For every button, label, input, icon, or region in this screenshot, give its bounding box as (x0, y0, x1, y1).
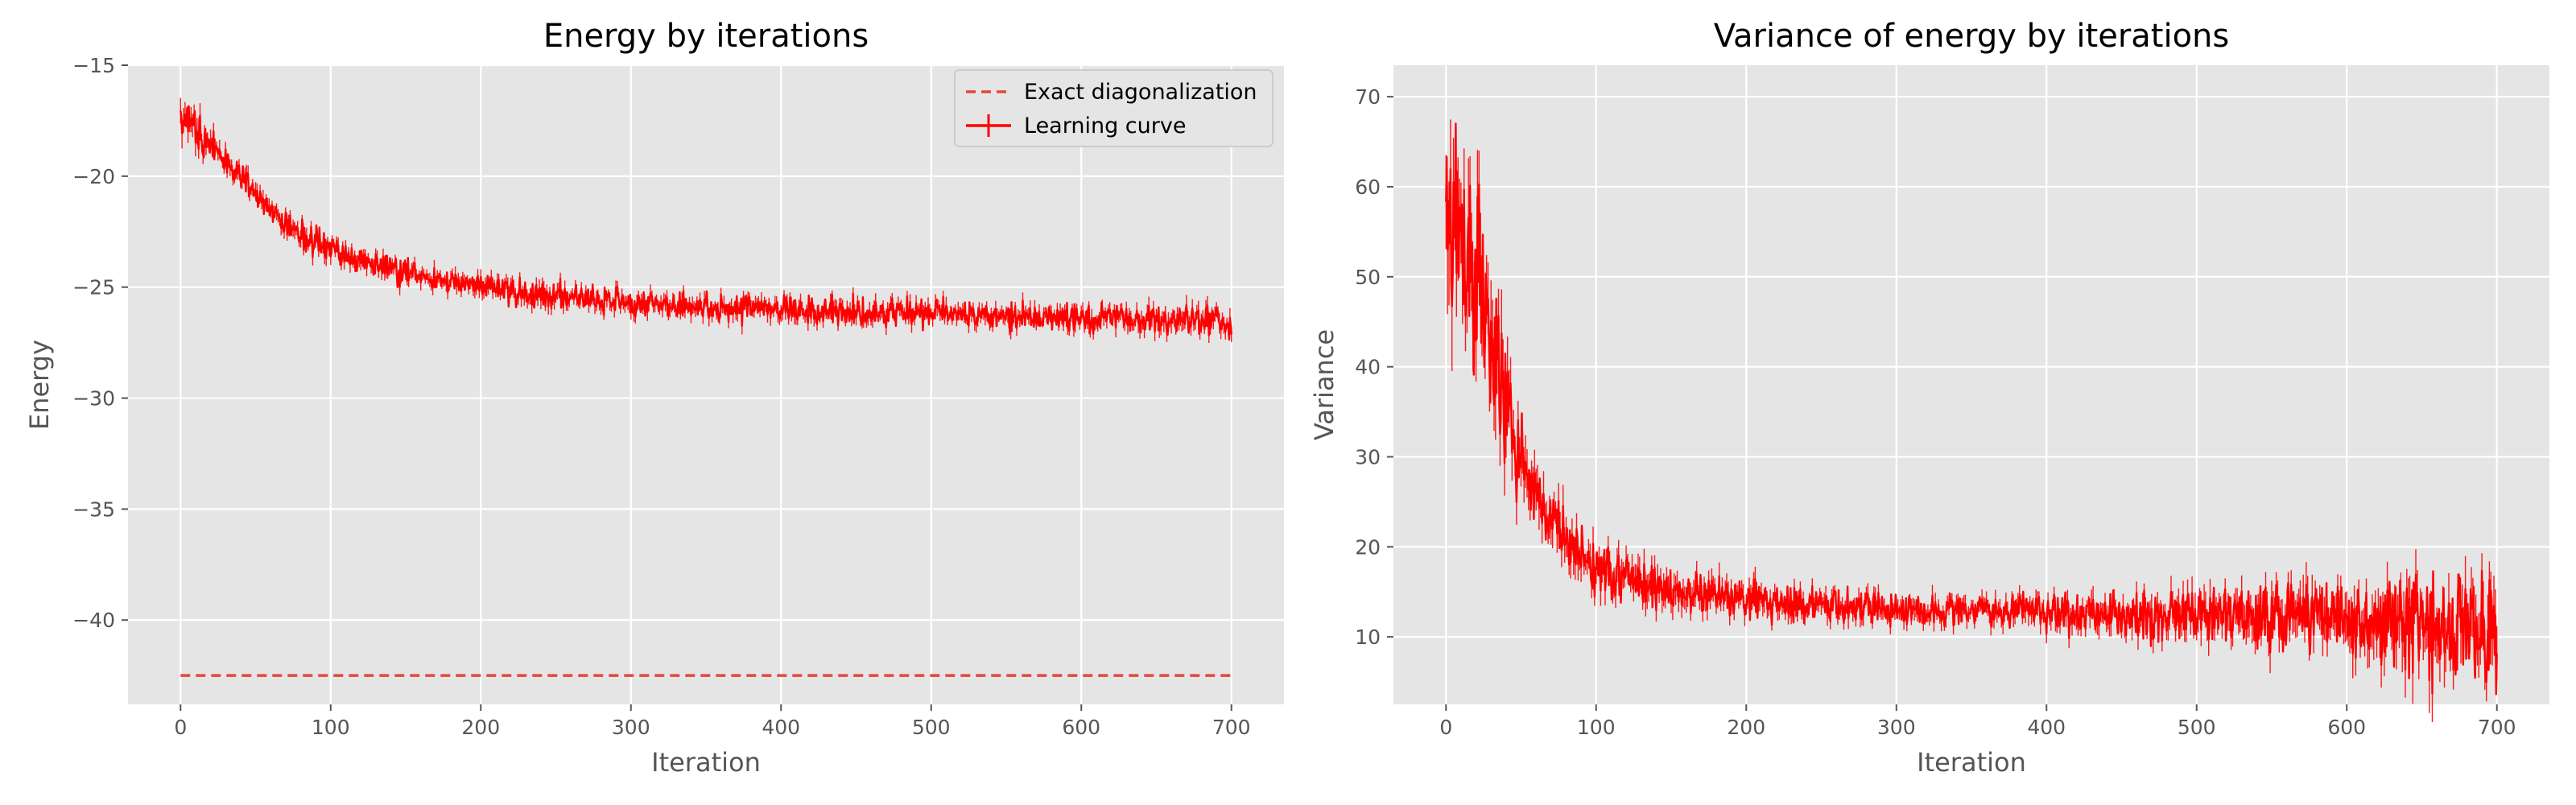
variance-x-ticks: 0 100 200 300 400 500 600 700 (1439, 704, 2516, 739)
energy-legend: Exact diagonalization Learning curve (954, 69, 1274, 147)
energy-x-tick-label: 0 (174, 716, 187, 739)
variance-learning-curve (1445, 122, 2498, 696)
variance-x-tick-label: 200 (1727, 716, 1765, 739)
energy-y-tick-label: −30 (72, 387, 115, 411)
energy-y-tick-label: −35 (72, 497, 115, 521)
legend-label-exact: Exact diagonalization (1024, 80, 1257, 105)
energy-y-axis-title: Energy (24, 340, 55, 430)
energy-y-ticks: −40 −35 −30 −25 −20 −15 (72, 54, 128, 632)
variance-y-tick-label: 10 (1355, 625, 1381, 649)
variance-series (1445, 119, 2498, 722)
energy-x-tick-label: 200 (461, 716, 500, 739)
variance-y-tick-label: 20 (1355, 535, 1381, 559)
energy-y-tick-label: −40 (72, 609, 115, 632)
variance-y-tick-label: 40 (1355, 356, 1381, 379)
variance-y-tick-label: 70 (1355, 85, 1381, 109)
variance-x-tick-label: 400 (2027, 716, 2066, 739)
energy-y-tick-label: −15 (72, 54, 115, 77)
energy-chart-title: Energy by iterations (543, 18, 869, 55)
variance-y-axis-title: Variance (1309, 329, 1340, 440)
energy-grid-y (128, 64, 1284, 621)
energy-plot-area (128, 65, 1284, 704)
variance-x-tick-label: 700 (2478, 716, 2516, 739)
energy-y-tick-label: −20 (72, 165, 115, 188)
legend-frame (954, 69, 1274, 147)
variance-x-tick-label: 500 (2178, 716, 2216, 739)
variance-x-tick-label: 600 (2327, 716, 2366, 739)
energy-x-tick-label: 700 (1212, 716, 1251, 739)
energy-x-tick-label: 500 (912, 716, 951, 739)
energy-chart: 0 100 200 300 400 500 600 700 −40 −35 −30 −25 −20 −1… (24, 18, 1284, 778)
energy-grid-x (180, 65, 1232, 704)
variance-chart-title: Variance of energy by iterations (1714, 18, 2229, 55)
energy-x-ticks: 0 100 200 300 400 500 600 700 (174, 704, 1251, 739)
variance-y-tick-label: 30 (1355, 445, 1381, 469)
variance-y-tick-label: 50 (1355, 266, 1381, 289)
energy-x-tick-label: 400 (762, 716, 800, 739)
variance-x-tick-label: 0 (1439, 716, 1452, 739)
variance-y-ticks: 10 20 30 40 50 60 70 (1355, 85, 1393, 649)
variance-y-tick-label: 60 (1355, 175, 1381, 199)
energy-x-axis-title: Iteration (651, 747, 761, 778)
variance-x-tick-label: 100 (1577, 716, 1616, 739)
energy-learning-curve (180, 105, 1232, 341)
energy-y-tick-label: −25 (72, 276, 115, 299)
legend-label-learning: Learning curve (1024, 114, 1186, 138)
variance-chart: 0 100 200 300 400 500 600 700 10 20 30 40 50 60 70 Va… (1309, 18, 2549, 778)
energy-x-tick-label: 100 (312, 716, 350, 739)
variance-x-axis-title: Iteration (1917, 747, 2026, 778)
energy-x-tick-label: 600 (1062, 716, 1100, 739)
energy-series (180, 97, 1232, 677)
energy-x-tick-label: 300 (612, 716, 650, 739)
variance-x-tick-label: 300 (1877, 716, 1916, 739)
variance-grid-y (1393, 96, 2549, 638)
